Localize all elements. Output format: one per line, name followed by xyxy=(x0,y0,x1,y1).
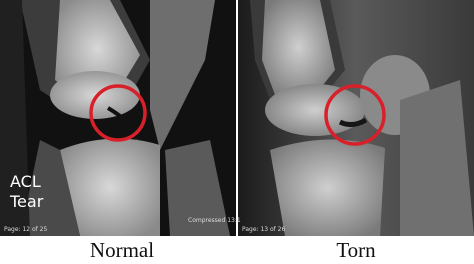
caption: Torn xyxy=(336,238,376,262)
page-info: Page: 13 of 26 xyxy=(242,226,286,233)
overlay-text: Tear xyxy=(9,192,44,211)
left-mri xyxy=(0,0,237,236)
caption: Normal xyxy=(90,238,154,262)
caption-strip xyxy=(0,236,474,264)
overlay-text: ACL xyxy=(10,172,41,191)
page-info: Page: 12 of 25 xyxy=(4,226,48,233)
compression-info: Compressed 13:1 xyxy=(188,217,241,224)
right-mri xyxy=(237,0,474,236)
divider xyxy=(236,0,238,236)
